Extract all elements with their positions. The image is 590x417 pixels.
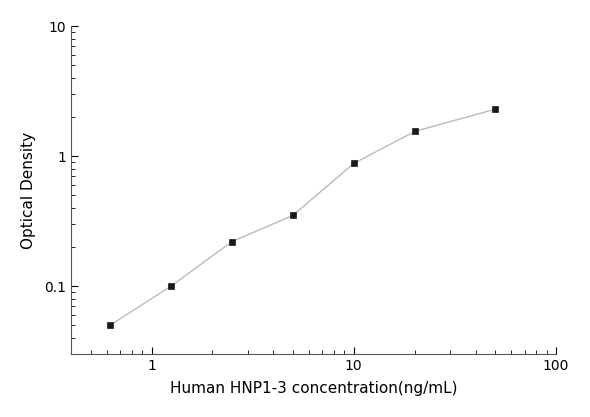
X-axis label: Human HNP1-3 concentration(ng/mL): Human HNP1-3 concentration(ng/mL) <box>170 381 457 396</box>
Y-axis label: Optical Density: Optical Density <box>21 132 36 249</box>
